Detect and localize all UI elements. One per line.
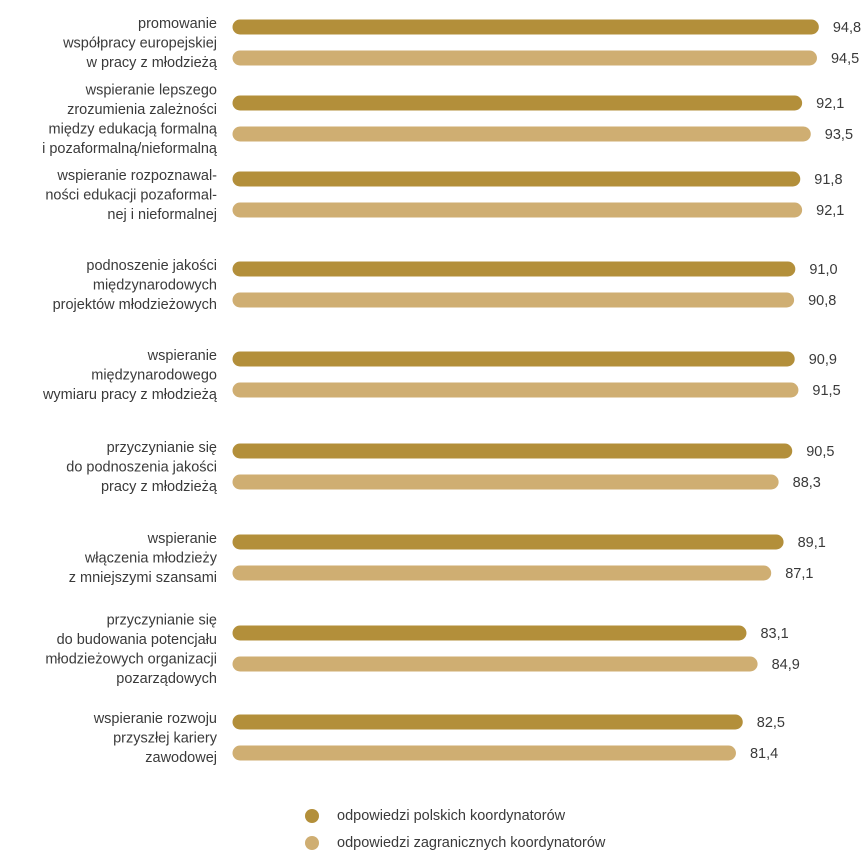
legend-label-series-1: odpowiedzi polskich koordynatorów: [337, 807, 566, 824]
category-label-line: zrozumienia zależności: [67, 102, 217, 118]
legend: odpowiedzi polskich koordynatorów odpowi…: [305, 803, 605, 857]
bar-series-2: [232, 382, 799, 398]
category-label-line: wymiaru pracy z młodzieżą: [42, 387, 218, 403]
value-label: 82,5: [757, 715, 785, 731]
category-label-line: promowanie: [138, 16, 217, 32]
category-label-line: podnoszenie jakości: [86, 258, 217, 274]
category-label-line: wspieranie rozpoznawal-: [56, 168, 217, 184]
value-label: 92,1: [816, 203, 844, 219]
bar-series-1: [232, 625, 747, 641]
legend-swatch-series-2: [305, 835, 319, 850]
bar-series-1: [232, 95, 803, 111]
category-label-line: pozarządowych: [116, 671, 217, 687]
value-label: 81,4: [750, 746, 778, 762]
category-label-line: młodzieżowych organizacji: [45, 651, 217, 667]
value-label: 91,8: [814, 172, 842, 188]
category-label-line: wspieranie lepszego: [85, 82, 217, 98]
category-label-line: ności edukacji pozaformal-: [45, 188, 217, 204]
category-label-line: przyczynianie się: [107, 440, 217, 456]
value-label: 91,5: [812, 383, 840, 399]
category-group: przyczynianie się do budowania potencjału…: [45, 612, 800, 687]
category-label-line: nej i nieformalnej: [107, 207, 217, 223]
value-label: 84,9: [772, 657, 800, 673]
bar-series-2: [232, 126, 811, 142]
category-group: przyczynianie się do podnoszenia jakości p…: [66, 440, 834, 495]
category-label-line: współpracy europejskiej: [62, 36, 217, 52]
bar-series-2: [232, 565, 772, 581]
category-label-line: w pracy z młodzieżą: [85, 55, 217, 71]
value-label: 91,0: [809, 262, 837, 278]
value-label: 87,1: [785, 566, 813, 582]
category-group: wspieranie rozwoju przyszłej kariery zawod…: [93, 711, 785, 766]
category-label: wspieranie rozwoju przyszłej kariery zawod…: [93, 711, 218, 766]
legend-swatch-series-1: [305, 808, 319, 823]
bar-series-2: [232, 292, 795, 308]
category-label-line: wspieranie rozwoju: [93, 711, 217, 727]
category-label-line: pracy z młodzieżą: [101, 479, 218, 495]
bar-series-1: [232, 351, 795, 367]
category-group: wspieranie włączenia młodzieży z mniejszym…: [69, 531, 826, 586]
category-label: wspieranie włączenia młodzieży z mniejszym…: [69, 531, 218, 586]
bar-series-1: [232, 261, 796, 277]
category-group: promowanie współpracy europejskiej w pracy…: [62, 16, 861, 71]
value-label: 90,9: [809, 352, 837, 368]
value-label: 83,1: [760, 626, 788, 642]
category-label-line: z mniejszymi szansami: [69, 570, 217, 586]
category-label-line: wspieranie: [147, 531, 217, 547]
category-label-line: przyszłej kariery: [113, 731, 218, 747]
bar-series-2: [232, 745, 736, 761]
value-label: 94,8: [833, 20, 861, 36]
legend-item-series-1: odpowiedzi polskich koordynatorów: [305, 803, 605, 828]
category-label-line: zawodowej: [145, 750, 217, 766]
legend-label-series-2: odpowiedzi zagranicznych koordynatorów: [337, 834, 606, 851]
bar-series-2: [232, 474, 779, 490]
category-group: wspieranie rozpoznawal-ności edukacji po…: [45, 168, 844, 223]
category-label-line: i pozaformalną/nieformalną: [42, 141, 218, 157]
category-label-line: do podnoszenia jakości: [66, 460, 217, 476]
category-label-line: międzynarodowych: [93, 278, 217, 294]
value-label: 90,5: [806, 444, 834, 460]
value-label: 92,1: [816, 96, 844, 112]
category-label-line: projektów młodzieżowych: [53, 297, 217, 313]
value-label: 90,8: [808, 293, 836, 309]
category-label: wspieranie międzynarodowego wymiaru pracy …: [42, 348, 218, 403]
bar-series-1: [232, 443, 793, 459]
category-label: promowanie współpracy europejskiej w pracy…: [62, 16, 218, 71]
bar-series-1: [232, 534, 784, 550]
value-label: 94,5: [831, 51, 859, 67]
category-label-line: do budowania potencjału: [57, 632, 217, 648]
value-label: 88,3: [793, 475, 821, 491]
category-label-line: przyczynianie się: [107, 612, 217, 628]
value-label: 93,5: [825, 127, 853, 143]
bar-series-2: [232, 50, 817, 66]
value-label: 89,1: [798, 535, 826, 551]
bar-series-1: [232, 171, 801, 187]
category-label: przyczynianie się do podnoszenia jakości p…: [66, 440, 218, 495]
category-group: podnoszenie jakości międzynarodowych proje…: [53, 258, 838, 313]
category-label-line: wspieranie: [147, 348, 217, 364]
bar-series-1: [232, 19, 819, 35]
category-group: wspieranie międzynarodowego wymiaru pracy …: [42, 348, 841, 403]
category-label-line: włączenia młodzieży: [84, 551, 218, 567]
category-label-line: między edukacją formalną: [49, 121, 218, 137]
category-label: wspieranie lepszego zrozumienia zależnośc…: [42, 82, 218, 157]
category-label: przyczynianie się do budowania potencjału…: [45, 612, 217, 687]
category-group: wspieranie lepszego zrozumienia zależnośc…: [42, 82, 853, 157]
bar-series-2: [232, 202, 803, 218]
bar-series-1: [232, 714, 743, 730]
bar-chart: promowanie współpracy europejskiej w pracy…: [42, 16, 861, 766]
category-label-line: międzynarodowego: [91, 368, 217, 384]
category-label: wspieranie rozpoznawal-ności edukacji po…: [45, 168, 217, 223]
bar-series-2: [232, 656, 758, 672]
category-label: podnoszenie jakości międzynarodowych proje…: [53, 258, 217, 313]
legend-item-series-2: odpowiedzi zagranicznych koordynatorów: [305, 830, 605, 855]
